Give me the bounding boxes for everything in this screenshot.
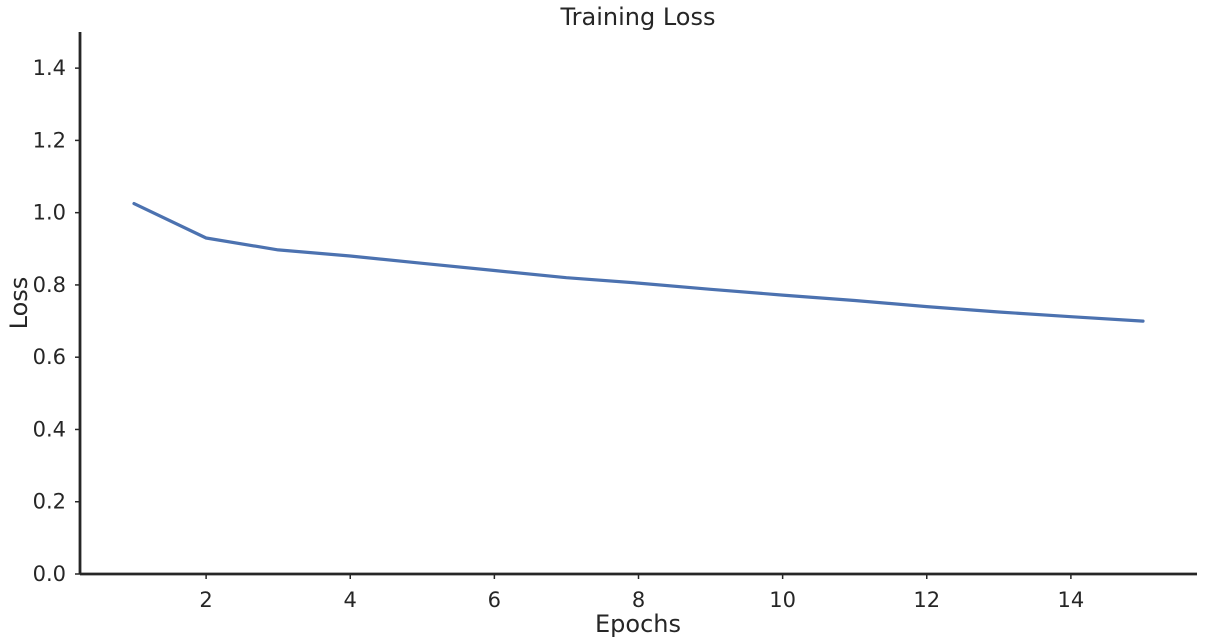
y-tick-label: 1.0 bbox=[33, 201, 66, 225]
y-tick-label: 0.0 bbox=[33, 562, 66, 586]
y-tick-label: 0.6 bbox=[33, 345, 66, 369]
loss-series-line bbox=[132, 202, 1145, 323]
y-tick-label: 0.2 bbox=[33, 490, 66, 514]
chart-title: Training Loss bbox=[560, 3, 716, 31]
x-tick-label: 6 bbox=[488, 588, 501, 612]
x-axis-ticks: 2 4 6 8 10 12 14 bbox=[199, 574, 1084, 612]
y-tick-label: 1.4 bbox=[33, 56, 66, 80]
y-axis-label: Loss bbox=[5, 277, 33, 330]
y-tick-label: 1.2 bbox=[33, 128, 66, 152]
y-axis-ticks: 0.0 0.2 0.4 0.6 0.8 1.0 1.2 1.4 bbox=[33, 56, 80, 586]
x-tick-label: 4 bbox=[344, 588, 357, 612]
x-tick-label: 8 bbox=[632, 588, 645, 612]
x-axis-label: Epochs bbox=[595, 610, 681, 638]
x-tick-label: 2 bbox=[199, 588, 212, 612]
x-tick-label: 14 bbox=[1058, 588, 1085, 612]
y-tick-label: 0.4 bbox=[33, 417, 66, 441]
x-tick-label: 12 bbox=[913, 588, 940, 612]
x-tick-label: 10 bbox=[769, 588, 796, 612]
series-layer bbox=[132, 202, 1145, 323]
y-tick-label: 0.8 bbox=[33, 273, 66, 297]
